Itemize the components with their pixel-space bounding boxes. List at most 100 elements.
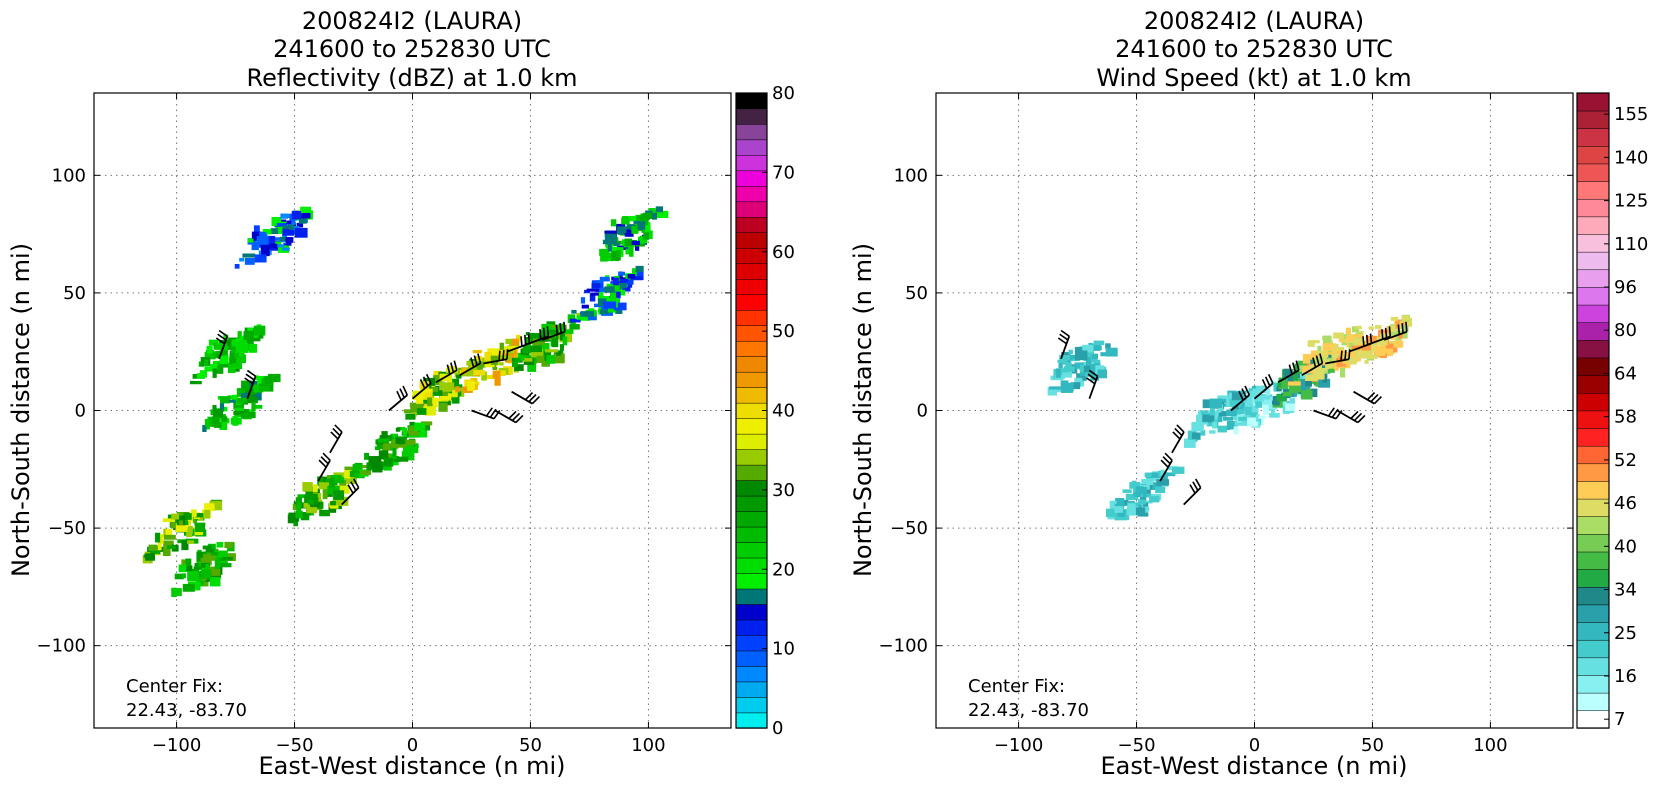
- field-cell: [1116, 500, 1124, 510]
- field-cell: [377, 438, 390, 443]
- x-tick-label: −50: [276, 735, 314, 756]
- field-cell: [240, 392, 249, 400]
- colorbar-bin: [735, 696, 768, 714]
- field-cell: [409, 443, 419, 453]
- field-cell: [1074, 362, 1084, 369]
- field-cell: [345, 476, 357, 484]
- field-cell: [194, 564, 208, 570]
- wind-barb-feather: [563, 321, 566, 332]
- field-cell: [248, 340, 254, 346]
- field-cell: [427, 397, 433, 407]
- colorbar-bin: [1576, 233, 1610, 253]
- colorbar-bin: [735, 464, 768, 481]
- field-cell: [599, 248, 610, 257]
- colorbar-bin: [735, 356, 768, 373]
- field-cell: [178, 564, 187, 573]
- field-cell: [627, 274, 636, 279]
- field-cell: [329, 477, 335, 488]
- field-cell: [472, 349, 482, 354]
- field-cell: [416, 401, 425, 411]
- wind-barb-feather: [1194, 478, 1202, 489]
- field-cell: [285, 237, 294, 243]
- field-cell: [514, 364, 524, 371]
- field-cell: [637, 221, 646, 230]
- field-cell: [368, 456, 382, 466]
- field-cell: [1340, 368, 1346, 378]
- field-cell: [1288, 385, 1299, 394]
- field-cell: [1059, 355, 1070, 361]
- field-cell: [322, 489, 328, 500]
- field-cell: [424, 392, 433, 400]
- field-cell: [1327, 357, 1333, 364]
- field-cell: [392, 460, 399, 466]
- colorbar-tick-label: 64: [1614, 363, 1637, 384]
- x-tick-label: −100: [994, 735, 1043, 756]
- colorbar-bin: [735, 588, 768, 605]
- colorbar-tick-label: 50: [772, 321, 795, 342]
- colorbar-tick-label: 155: [1614, 104, 1648, 125]
- field-cell: [540, 343, 550, 352]
- field-cell: [1166, 472, 1176, 477]
- wind-barb-feather: [527, 333, 531, 344]
- field-cell: [282, 228, 295, 236]
- field-cell: [223, 406, 228, 412]
- field-cell: [200, 557, 212, 566]
- wind-barbs: [1057, 321, 1408, 506]
- field-cell: [1217, 395, 1229, 400]
- field-cell: [198, 514, 204, 521]
- colorbar-bin: [1576, 304, 1610, 323]
- reflectivity-title-line-2: 241600 to 252830 UTC: [273, 35, 551, 63]
- field-cell: [1393, 340, 1404, 348]
- field-cell: [553, 353, 565, 364]
- wind-annotation-line-2: 22.43, -83.70: [968, 700, 1089, 721]
- y-tick-label: 100: [894, 165, 928, 186]
- field-cell: [176, 511, 190, 519]
- field-cell: [187, 571, 200, 581]
- colorbar-tick-label: 110: [1614, 234, 1648, 255]
- field-cell: [274, 244, 285, 248]
- field-cell: [1237, 401, 1247, 407]
- wind-barb-feather: [1192, 481, 1199, 491]
- wind-barb-feather: [244, 377, 254, 385]
- wind-title-line-1: 200824I2 (LAURA): [1144, 7, 1364, 35]
- wind-barb-staff: [471, 409, 495, 420]
- field-cell: [634, 242, 640, 251]
- field-cell: [1334, 351, 1345, 358]
- wind-barb-feather: [498, 350, 501, 361]
- field-cell: [507, 346, 519, 351]
- field-cell: [1047, 387, 1058, 396]
- colorbar-bin: [1576, 569, 1610, 588]
- field-cell: [254, 375, 259, 380]
- y-tick-label: −50: [48, 518, 86, 539]
- field-cell: [205, 548, 215, 553]
- field-cell: [1191, 432, 1201, 440]
- field-cell: [1279, 402, 1291, 409]
- field-cell: [1060, 380, 1069, 388]
- field-cell: [214, 558, 221, 569]
- wind-barb-feather: [1401, 323, 1404, 334]
- field-cell: [1218, 412, 1227, 417]
- field-cell: [1292, 374, 1298, 381]
- field-cell: [455, 367, 464, 374]
- field-cell: [473, 381, 480, 386]
- field-cell: [330, 505, 339, 509]
- wind-barb-feather: [542, 327, 546, 338]
- field-cell: [361, 464, 370, 468]
- wind-barb-feather: [1261, 379, 1268, 389]
- field-cell: [1345, 336, 1354, 341]
- wind-barb-feather: [1267, 373, 1274, 384]
- colorbar-bin: [735, 495, 768, 512]
- field-cell: [1325, 351, 1337, 355]
- field-cell: [492, 366, 498, 370]
- field-cell: [1364, 360, 1369, 364]
- field-cell: [1325, 359, 1330, 370]
- field-cell: [1210, 408, 1215, 415]
- wind-barb-feather: [1335, 410, 1343, 420]
- field-cell: [632, 270, 644, 281]
- field-cell: [1287, 382, 1294, 386]
- x-tick-label: 50: [519, 735, 542, 756]
- field-cell: [626, 279, 634, 285]
- field-cell: [407, 430, 419, 434]
- field-cell: [616, 249, 622, 256]
- colorbar-bin: [735, 185, 768, 203]
